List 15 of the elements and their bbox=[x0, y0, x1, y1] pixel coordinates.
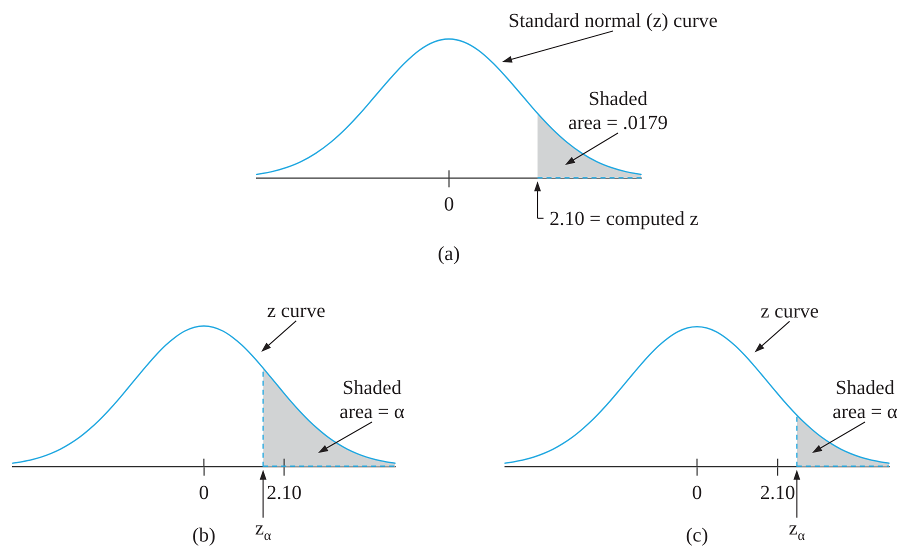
annotation: Shaded area = .0179 bbox=[568, 88, 668, 134]
text: 0 bbox=[444, 194, 454, 216]
text: (c) bbox=[686, 524, 708, 547]
x-tick-label: 2.10 bbox=[266, 482, 302, 504]
text: (b) bbox=[192, 524, 216, 547]
text: (a) bbox=[438, 242, 460, 265]
x-tick-label: 0 bbox=[692, 482, 702, 504]
x-tick-label: 2.10 bbox=[760, 482, 796, 504]
annotation: z curve bbox=[267, 300, 326, 322]
text: Standard normal (z) curve bbox=[508, 10, 718, 32]
annotation: z curve bbox=[760, 300, 819, 322]
x-tick-label: 0 bbox=[198, 482, 209, 504]
text: 2.10 = computed z bbox=[550, 208, 699, 230]
annotation: Shaded area = α bbox=[339, 377, 406, 423]
annotation: Shaded area = α bbox=[832, 377, 898, 423]
